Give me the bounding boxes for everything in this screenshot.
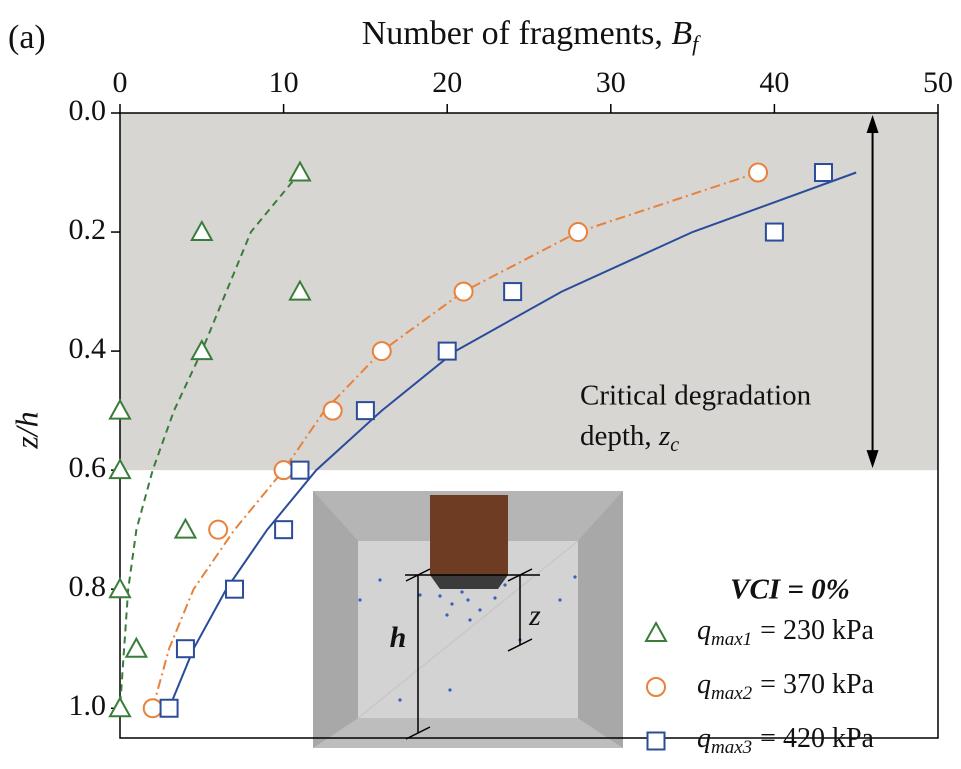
inset-z-label: z [528,599,541,632]
annotation-text: Critical degradation [580,380,812,412]
y-tick-label: 0.0 [69,94,107,127]
panel-label: (a) [8,19,46,56]
inset-particle [418,593,421,596]
y-tick-label: 0.8 [69,570,107,603]
inset-particle [460,590,463,593]
inset-particle [493,596,496,599]
data-point [161,700,178,717]
data-point [324,402,342,420]
legend-symbol: q [697,723,711,754]
x-tick-label: 10 [269,66,299,99]
inset-particle [466,598,469,601]
annotation-subscript: c [670,434,679,456]
x-tick-label: 20 [432,66,462,99]
legend-text: = 370 kPa [760,669,874,700]
data-point [504,283,521,300]
data-point [455,283,473,301]
inset-particle [358,598,361,601]
legend-marker [648,733,665,750]
inset-particle [448,688,451,691]
data-point [110,698,130,716]
x-label-text: Number of fragments, [362,15,672,52]
y-tick-label: 0.4 [69,332,107,365]
inset-particle [478,608,481,611]
data-point [177,640,194,657]
data-point [749,164,767,182]
chart: (a) Number of fragments, Bf z/h hz010203… [0,0,961,769]
data-point [144,699,162,717]
inset-particle [378,578,381,581]
inset-particle [468,618,471,621]
data-point [275,461,293,479]
inset-wall [313,718,623,748]
annotation-symbol: z [658,420,670,452]
y-axis-label: z/h [8,411,44,449]
inset-particle [503,583,506,586]
data-point [175,520,195,538]
legend-subscript: max3 [711,737,752,758]
data-point [373,342,391,360]
inset-particle [398,698,401,701]
inset-particle [573,575,576,578]
inset-particle [558,598,561,601]
data-point [815,164,832,181]
annotation-text: depth, zc [580,420,679,456]
data-point [110,579,130,597]
data-point [569,223,587,241]
y-tick-label: 0.2 [69,213,107,246]
legend-subscript: max2 [711,683,753,704]
x-tick-label: 30 [596,66,626,99]
legend-marker [647,678,665,696]
inset-particle [445,613,448,616]
data-point [439,343,456,360]
legend-marker [646,623,666,641]
data-point [766,224,783,241]
x-label-subscript: f [692,31,701,56]
legend-text: = 420 kPa [760,723,874,754]
data-point [357,402,374,419]
annotation-text-part: depth, [580,420,659,452]
data-point [291,462,308,479]
legend-entry: qmax1 = 230 kPa [697,615,875,650]
inset-particle [438,594,441,597]
x-label-symbol: B [671,15,692,52]
data-point [275,521,292,538]
x-tick-label: 40 [759,66,789,99]
x-tick-label: 0 [113,66,128,99]
inset-block [430,495,508,575]
data-point [126,639,146,657]
data-point [209,521,227,539]
legend-title: VCI = 0% [730,574,850,606]
data-point [226,581,243,598]
legend-entry: qmax2 = 370 kPa [697,669,875,704]
x-tick-label: 50 [923,66,953,99]
legend-subscript: max1 [711,629,752,650]
inset-particle [450,602,453,605]
inset-h-label: h [390,621,407,654]
legend-entry: qmax3 = 420 kPa [697,723,875,758]
legend-symbol: q [697,615,711,646]
y-tick-label: 1.0 [69,689,107,722]
legend-text: = 230 kPa [760,615,874,646]
inset-footing [430,575,508,589]
x-axis-label: Number of fragments, Bf [362,15,701,56]
inset: hz [313,491,623,748]
legend-symbol: q [697,669,711,700]
y-tick-label: 0.6 [69,451,107,484]
